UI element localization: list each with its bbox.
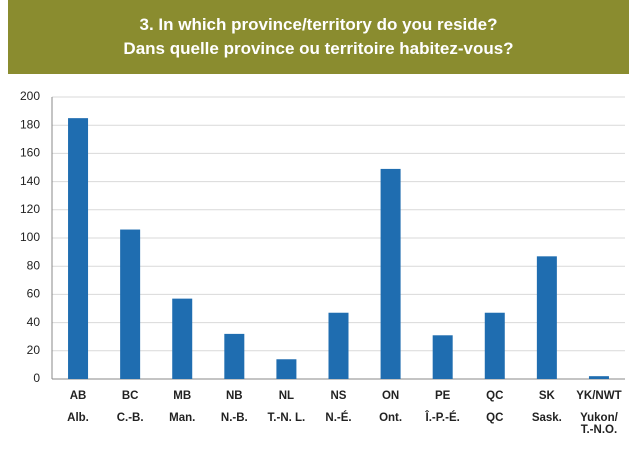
x-tick-label: SK xyxy=(538,390,555,402)
y-tick-label: 40 xyxy=(27,315,41,329)
bar xyxy=(328,312,349,379)
y-tick-label: 100 xyxy=(20,230,40,244)
x-tick-label: AB xyxy=(69,390,87,402)
x-tick-label-fr: Sask. xyxy=(531,412,562,424)
x-tick-label-fr: T.-N. L. xyxy=(267,412,306,424)
x-tick-label: NS xyxy=(330,390,347,402)
bar xyxy=(68,118,89,380)
bar xyxy=(276,359,297,379)
bar xyxy=(380,168,401,379)
x-tick-label: YK/NWT xyxy=(576,390,622,402)
x-tick-label-fr: N.-É. xyxy=(325,412,352,424)
y-tick-label: 140 xyxy=(20,174,40,188)
x-tick-label: PE xyxy=(435,390,451,402)
bar xyxy=(484,312,505,379)
x-tick-label-fr: N.-B. xyxy=(220,412,248,424)
x-tick-label: BC xyxy=(121,390,139,402)
x-tick-label: NL xyxy=(278,390,295,402)
x-tick-label-fr: Man. xyxy=(169,412,196,424)
chart-subtitle: Dans quelle province ou territoire habit… xyxy=(123,39,514,58)
y-tick-label: 200 xyxy=(20,89,40,103)
x-tick-label-fr: Î.-P.-É. xyxy=(425,412,460,424)
bar xyxy=(172,298,193,379)
x-tick-label: MB xyxy=(173,390,192,402)
x-tick-label-fr: Ont. xyxy=(379,412,403,424)
y-tick-label: 180 xyxy=(20,117,40,131)
title-banner: 3. In which province/territory do you re… xyxy=(8,0,629,74)
x-tick-label-fr: C.-B. xyxy=(116,412,144,424)
bar xyxy=(536,256,557,379)
bar xyxy=(224,333,245,379)
bar xyxy=(120,229,141,379)
bar xyxy=(432,335,453,379)
y-tick-label: 120 xyxy=(20,202,40,216)
x-tick-label-fr: Alb. xyxy=(67,412,89,424)
y-tick-label: 80 xyxy=(27,258,41,272)
y-tick-label: 60 xyxy=(27,287,41,301)
y-tick-label: 20 xyxy=(27,343,41,357)
x-tick-label: NB xyxy=(226,390,243,402)
x-tick-label: QC xyxy=(486,390,504,402)
y-tick-label: 160 xyxy=(20,146,40,160)
chart-title: 3. In which province/territory do you re… xyxy=(139,15,498,34)
x-tick-label-fr: Yukon/ T.-N.O. xyxy=(580,412,618,436)
bar xyxy=(588,376,609,379)
y-tick-label: 0 xyxy=(33,371,40,385)
x-tick-label-fr: QC xyxy=(486,412,504,424)
x-tick-label: ON xyxy=(381,390,400,402)
